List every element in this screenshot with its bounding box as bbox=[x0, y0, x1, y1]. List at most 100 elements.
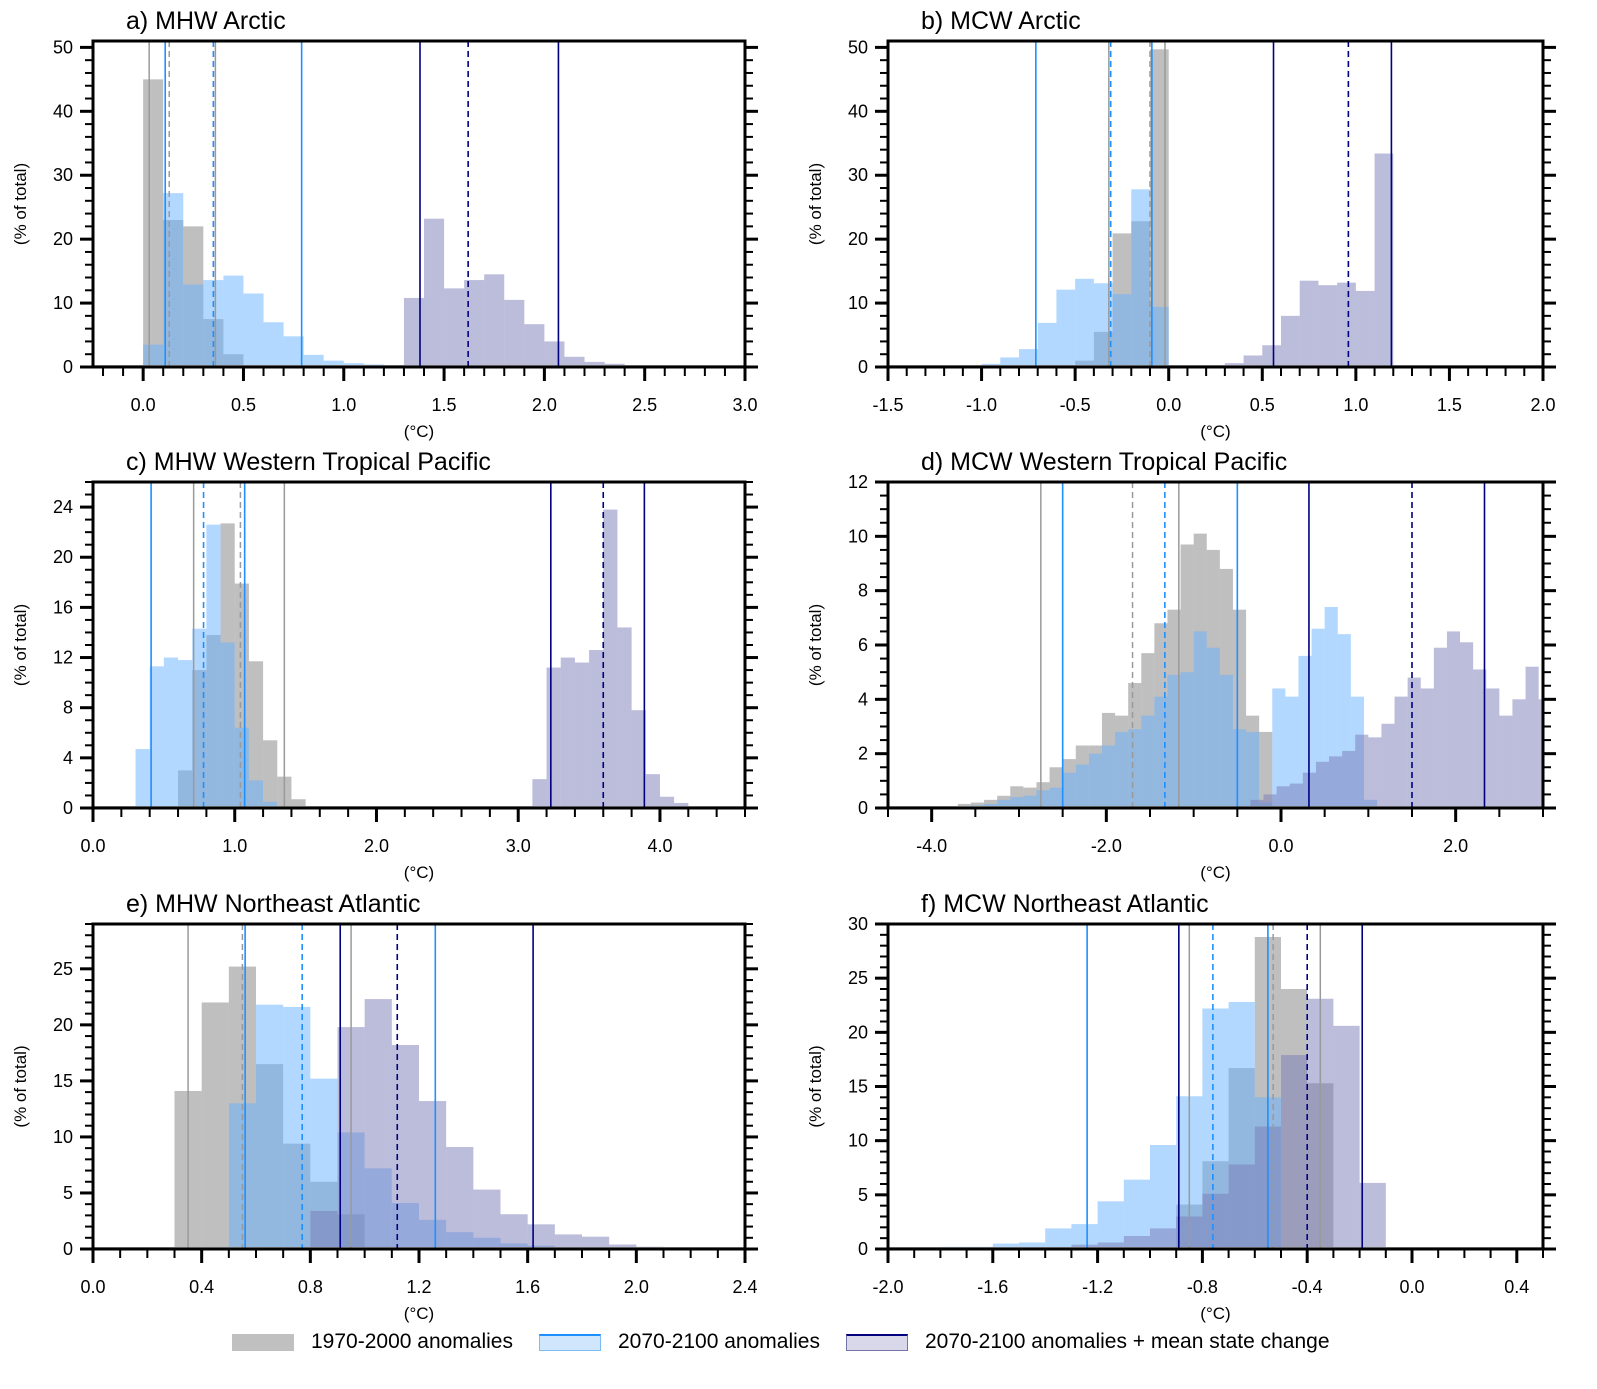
x-tick-label: 1.6 bbox=[515, 1277, 540, 1297]
series-future_mean bbox=[1250, 631, 1578, 808]
bar bbox=[1202, 1193, 1229, 1249]
bar bbox=[1355, 734, 1369, 808]
bar bbox=[1281, 1055, 1308, 1249]
x-tick-label: 1.0 bbox=[222, 836, 247, 856]
panel-title: b) MCW Arctic bbox=[921, 7, 1081, 35]
x-tick-label: 3.0 bbox=[506, 836, 531, 856]
bar bbox=[263, 740, 278, 808]
bar bbox=[1565, 659, 1578, 808]
bar bbox=[1329, 756, 1343, 808]
bar bbox=[283, 336, 304, 367]
y-tick-label: 15 bbox=[53, 1071, 73, 1091]
series-future_mean bbox=[1206, 153, 1394, 367]
bar bbox=[1381, 723, 1395, 808]
bar bbox=[1538, 699, 1543, 808]
y-axis-label: (% of total) bbox=[806, 163, 825, 245]
bar bbox=[1150, 49, 1169, 367]
x-axis: 0.0 1.0 2.0 3.0 4.0 bbox=[80, 808, 746, 856]
bar bbox=[1097, 1201, 1124, 1249]
bar bbox=[1318, 285, 1338, 367]
bar bbox=[544, 341, 565, 367]
x-axis: 0.0 0.4 0.8 1.2 1.6 2.0 2.4 bbox=[80, 1249, 758, 1297]
bar bbox=[1262, 345, 1281, 367]
bar bbox=[1232, 729, 1247, 808]
legend-item-2070-2100: 2070-2100 anomalies bbox=[538, 1330, 820, 1354]
y-tick-label: 0 bbox=[858, 1239, 868, 1259]
bar bbox=[1499, 715, 1513, 808]
bar bbox=[446, 1147, 474, 1249]
x-tick-label: 0.5 bbox=[1250, 395, 1275, 415]
x-tick-label: 1.2 bbox=[406, 1277, 431, 1297]
bar bbox=[1433, 647, 1447, 808]
bar bbox=[1473, 669, 1487, 808]
y-axis-label: (% of total) bbox=[806, 1045, 825, 1127]
bar bbox=[1075, 278, 1094, 367]
x-tick-label: -1.2 bbox=[1082, 1277, 1113, 1297]
x-tick-label: 0.0 bbox=[80, 836, 105, 856]
bar bbox=[957, 803, 971, 808]
y-tick-label: 25 bbox=[53, 959, 73, 979]
plot-area bbox=[93, 482, 745, 808]
x-tick-label: 2.5 bbox=[632, 395, 657, 415]
bar bbox=[1394, 696, 1408, 808]
y-tick-label: 40 bbox=[53, 101, 73, 121]
bar bbox=[500, 1214, 528, 1249]
y-tick-label: 10 bbox=[53, 1127, 73, 1147]
y-axis-label: (% of total) bbox=[11, 604, 30, 686]
bar bbox=[1150, 306, 1169, 367]
y-tick-label: 50 bbox=[848, 37, 868, 57]
bar bbox=[1115, 731, 1129, 808]
bar bbox=[1285, 696, 1299, 808]
legend-label-2070-2100: 2070-2100 anomalies bbox=[617, 1330, 820, 1353]
bar bbox=[564, 356, 585, 367]
y-tick-label: 0 bbox=[63, 357, 73, 377]
bar bbox=[1045, 1228, 1072, 1249]
x-tick-label: -1.5 bbox=[872, 395, 903, 415]
legend-swatch-2070-2100-mean-state bbox=[845, 1333, 908, 1351]
bar bbox=[631, 710, 646, 808]
panel-title: e) MHW Northeast Atlantic bbox=[126, 890, 421, 918]
bar bbox=[243, 293, 264, 367]
plot-area bbox=[888, 482, 1578, 808]
bar bbox=[263, 801, 278, 808]
panel-e: 0 5 10 15 20 25 0.0 0.4 0.8 1.2 1.6 2.0 2.4 e) MHW No… bbox=[11, 890, 758, 1323]
bar bbox=[1023, 795, 1037, 808]
bar bbox=[1193, 631, 1207, 808]
y-tick-label: 8 bbox=[63, 698, 73, 718]
bar bbox=[1460, 642, 1474, 808]
bar bbox=[504, 299, 525, 367]
y-tick-label: 0 bbox=[63, 798, 73, 818]
y-tick-label: 20 bbox=[53, 1015, 73, 1035]
bar bbox=[645, 774, 660, 808]
y-tick-label: 20 bbox=[848, 229, 868, 249]
bar bbox=[1093, 283, 1113, 367]
bar bbox=[617, 627, 632, 808]
bar bbox=[248, 780, 264, 808]
bar bbox=[256, 1004, 284, 1249]
bar bbox=[1019, 1242, 1046, 1249]
bar bbox=[484, 274, 505, 367]
x-axis-label: (°C) bbox=[404, 1304, 434, 1323]
y-tick-label: 24 bbox=[53, 497, 73, 517]
x-tick-label: -2.0 bbox=[1091, 836, 1122, 856]
x-tick-label: 1.5 bbox=[1437, 395, 1462, 415]
bar bbox=[1243, 355, 1263, 367]
bar bbox=[1019, 349, 1038, 367]
bar bbox=[527, 1224, 555, 1249]
y-tick-label: 40 bbox=[848, 101, 868, 121]
bar bbox=[424, 218, 445, 367]
x-tick-label: 0.0 bbox=[131, 395, 156, 415]
x-axis: -4.0 -2.0 0.0 2.0 bbox=[887, 808, 1544, 856]
bar bbox=[391, 1045, 419, 1249]
y-tick-label: 10 bbox=[848, 1131, 868, 1151]
x-tick-label: 0.0 bbox=[1399, 1277, 1424, 1297]
bar bbox=[464, 280, 485, 367]
bar bbox=[1219, 674, 1233, 808]
x-tick-label: 2.0 bbox=[624, 1277, 649, 1297]
x-axis-label: (°C) bbox=[1200, 863, 1230, 882]
bar bbox=[1420, 688, 1434, 808]
bar bbox=[546, 667, 561, 808]
plot-area bbox=[93, 41, 745, 367]
y-tick-label: 16 bbox=[53, 597, 73, 617]
bar bbox=[674, 802, 689, 808]
